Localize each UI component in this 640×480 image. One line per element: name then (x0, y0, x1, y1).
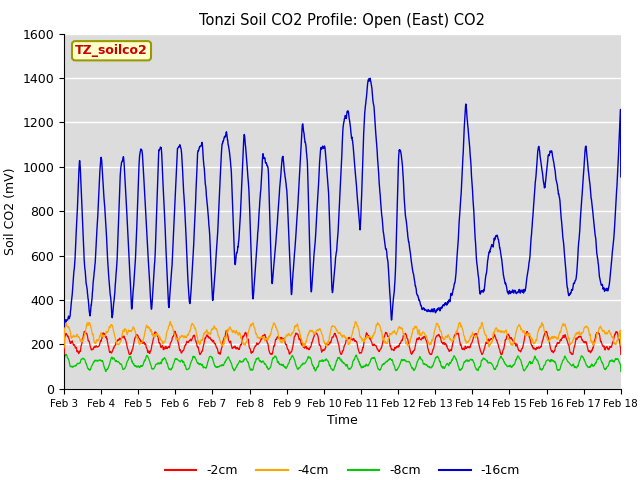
Y-axis label: Soil CO2 (mV): Soil CO2 (mV) (4, 168, 17, 255)
Title: Tonzi Soil CO2 Profile: Open (East) CO2: Tonzi Soil CO2 Profile: Open (East) CO2 (200, 13, 485, 28)
Text: TZ_soilco2: TZ_soilco2 (75, 44, 148, 57)
Legend: -2cm, -4cm, -8cm, -16cm: -2cm, -4cm, -8cm, -16cm (160, 459, 525, 480)
X-axis label: Time: Time (327, 414, 358, 427)
